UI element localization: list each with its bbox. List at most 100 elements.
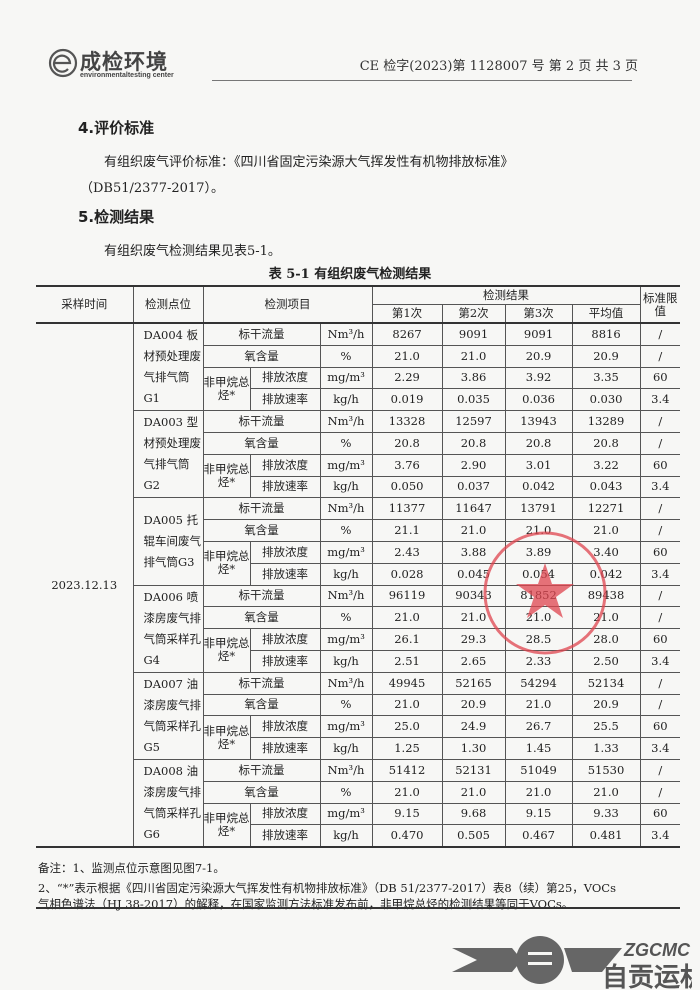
table-row: 排放速率 kg/h 0.019 0.035 0.036 0.030 3.4 — [36, 388, 681, 412]
table-row: 氧含量% 21.0 21.0 20.9 20.9/ — [36, 344, 681, 368]
unit-conc: mg/m³ — [319, 628, 373, 651]
value-limit: 60 — [639, 715, 681, 739]
table-row: 氧含量% 20.8 20.8 20.8 20.8/ — [36, 431, 681, 455]
unit-flow: Nm³/h — [319, 410, 373, 433]
table-row: 非甲烷总烃* 排放浓度 mg/m³ 3.76 2.90 3.01 3.22 60 — [36, 453, 681, 499]
value-r2: 3.88 — [441, 540, 506, 564]
item-oxygen: 氧含量 — [202, 344, 321, 368]
value-r2: 52165 — [441, 671, 506, 695]
value-avg: 21.0 — [571, 606, 641, 630]
header-results: 检测结果 — [371, 285, 641, 305]
value-avg: 3.40 — [571, 540, 641, 564]
table-caption: 表 5-1 有组织废气检测结果 — [268, 267, 432, 282]
value-r1: 11377 — [371, 497, 443, 521]
value-limit: 3.4 — [639, 475, 681, 499]
note-2: 2、“*”表示根据《四川省固定污染源大气挥发性有机物排放标准》（DB 51/23… — [38, 881, 617, 895]
value-limit: / — [639, 410, 681, 433]
value-r3: 26.7 — [504, 715, 573, 739]
site-cell: DA005 托辊车间废气排气筒G3 — [132, 497, 204, 586]
table-row: 非甲烷总烃* 排放浓度 mg/m³ 2.43 3.88 3.89 3.40 60 — [36, 540, 681, 586]
table-row: 排放速率 kg/h 0.470 0.505 0.467 0.481 3.4 — [36, 824, 681, 848]
svg-text:ZGCMC: ZGCMC — [623, 940, 691, 960]
value-limit: / — [639, 431, 681, 455]
value-r1: 8267 — [371, 321, 443, 346]
value-r2: 2.90 — [441, 453, 506, 477]
value-limit: / — [639, 321, 681, 346]
logo-text-en: environmentaltesting center — [80, 72, 174, 79]
unit-oxygen: % — [319, 606, 373, 630]
item-nmhc: 非甲烷总烃* — [202, 628, 251, 673]
header-item: 检测项目 — [202, 285, 373, 324]
value-r1: 0.050 — [371, 475, 443, 499]
table-row: DA007 油漆房废气排气筒采样孔 G5 标干流量 Nm³/h 49945 52165 5… — [36, 671, 681, 760]
header-divider — [212, 80, 632, 81]
item-conc: 排放浓度 — [249, 628, 321, 651]
value-avg: 25.5 — [571, 715, 641, 739]
value-r3: 3.01 — [504, 453, 573, 477]
item-conc: 排放浓度 — [249, 366, 321, 390]
value-r3: 0.042 — [504, 475, 573, 499]
table-row: 排放速率 kg/h 1.25 1.30 1.45 1.33 3.4 — [36, 737, 681, 760]
item-flow: 标干流量 — [202, 584, 321, 608]
site-cell: DA006 喷漆房废气排气筒采样孔 G4 — [132, 584, 204, 673]
value-avg: 21.0 — [571, 780, 641, 804]
note-2-cont: 气相色谱法（HJ 38-2017）的解释，在国家监测方法标准发布前，非甲烷总烃的… — [38, 897, 574, 911]
logo-text-cn: 成检环境 — [80, 50, 168, 74]
value-r1: 3.76 — [371, 453, 443, 477]
unit-flow: Nm³/h — [319, 584, 373, 608]
value-r3: 21.0 — [504, 693, 573, 717]
value-r1: 21.0 — [371, 693, 443, 717]
item-conc: 排放浓度 — [249, 715, 321, 739]
item-oxygen: 氧含量 — [202, 693, 321, 717]
header-time: 采样时间 — [36, 285, 134, 324]
value-limit: / — [639, 693, 681, 717]
table-row: DA006 喷漆房废气排气筒采样孔 G4 标干流量 Nm³/h 96119 90343 8… — [36, 584, 681, 673]
value-r1: 25.0 — [371, 715, 443, 739]
header-avg: 平均值 — [571, 304, 641, 324]
zgcmc-watermark-logo: ZGCMC 自贡运机 — [452, 936, 692, 990]
value-r3: 13791 — [504, 497, 573, 521]
value-r1: 21.0 — [371, 344, 443, 368]
value-r1: 2.43 — [371, 540, 443, 564]
item-rate: 排放速率 — [249, 737, 321, 760]
value-r2: 9091 — [441, 321, 506, 346]
value-r1: 2.51 — [371, 649, 443, 673]
table-row: DA008 油漆房废气排气筒采样孔 G6 标干流量 Nm³/h 51412 52131 5… — [36, 758, 681, 848]
item-oxygen: 氧含量 — [202, 780, 321, 804]
item-flow: 标干流量 — [202, 410, 321, 433]
unit-rate: kg/h — [319, 824, 373, 848]
value-avg: 9.33 — [571, 802, 641, 826]
unit-flow: Nm³/h — [319, 497, 373, 521]
value-r2: 1.30 — [441, 737, 506, 760]
value-r1: 26.1 — [371, 628, 443, 651]
company-logo: 成检环境 environmentaltesting center — [48, 46, 174, 82]
value-r1: 1.25 — [371, 737, 443, 760]
value-r3: 51049 — [504, 758, 573, 782]
item-conc: 排放浓度 — [249, 540, 321, 564]
item-nmhc: 非甲烷总烃* — [202, 453, 251, 499]
value-limit: / — [639, 671, 681, 695]
item-flow: 标干流量 — [202, 321, 321, 346]
value-r1: 21.0 — [371, 606, 443, 630]
seal-star-icon — [516, 563, 574, 618]
value-avg: 0.481 — [571, 824, 641, 848]
value-limit: 3.4 — [639, 649, 681, 673]
value-r2: 21.0 — [441, 780, 506, 804]
value-limit: 60 — [639, 802, 681, 826]
unit-conc: mg/m³ — [319, 366, 373, 390]
item-rate: 排放速率 — [249, 824, 321, 848]
table-row: DA005 托辊车间废气排气筒G3 标干流量 Nm³/h 11377 11647 1379… — [36, 497, 681, 586]
value-avg: 3.22 — [571, 453, 641, 477]
value-r1: 51412 — [371, 758, 443, 782]
value-r3: 0.467 — [504, 824, 573, 848]
unit-flow: Nm³/h — [319, 758, 373, 782]
header-r3: 第3次 — [504, 304, 573, 324]
value-limit: 60 — [639, 453, 681, 477]
value-limit: 3.4 — [639, 824, 681, 848]
value-limit: / — [639, 497, 681, 521]
item-nmhc: 非甲烷总烃* — [202, 715, 251, 760]
unit-conc: mg/m³ — [319, 715, 373, 739]
value-r2: 0.037 — [441, 475, 506, 499]
value-r2: 0.505 — [441, 824, 506, 848]
value-limit: / — [639, 606, 681, 630]
